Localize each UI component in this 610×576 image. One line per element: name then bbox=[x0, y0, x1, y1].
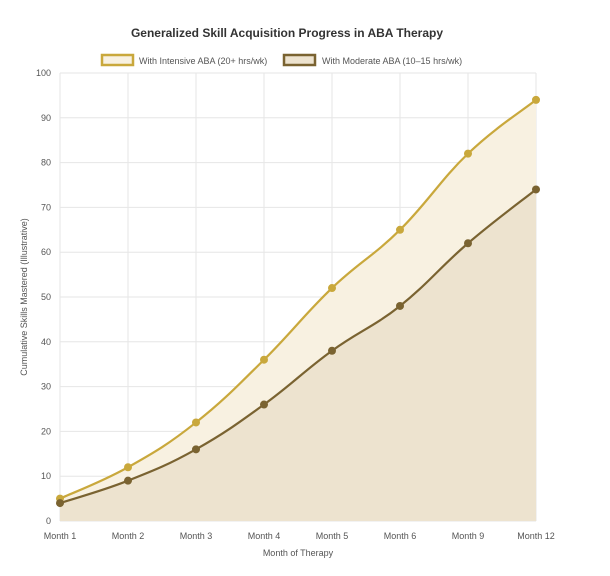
x-tick-label: Month 1 bbox=[44, 531, 77, 541]
point-series-1-3 bbox=[260, 355, 268, 364]
x-tick-label: Month 4 bbox=[248, 531, 281, 541]
point-series-2-5 bbox=[396, 301, 404, 310]
y-tick-label: 20 bbox=[41, 426, 51, 436]
y-tick-label: 10 bbox=[41, 471, 51, 481]
x-axis-ticks: Month 1 Month 2 Month 3 Month 4 Month 5 Month… bbox=[44, 531, 555, 541]
x-tick-label: Month 3 bbox=[180, 531, 213, 541]
point-series-1-6 bbox=[464, 149, 472, 158]
point-series-2-4 bbox=[328, 346, 336, 355]
legend-swatch-1 bbox=[100, 53, 135, 67]
point-series-2-6 bbox=[464, 239, 472, 248]
point-series-1-4 bbox=[328, 284, 336, 293]
series-lines bbox=[59, 99, 537, 505]
legend-label-2: With Moderate ABA (10–15 hrs/wk) bbox=[322, 56, 462, 66]
y-tick-label: 90 bbox=[41, 113, 51, 123]
point-series-2-3 bbox=[260, 400, 268, 409]
y-tick-label: 0 bbox=[46, 516, 51, 526]
series-points bbox=[56, 95, 540, 508]
y-axis-title: Cumulative Skills Mastered (Illustrative… bbox=[19, 218, 29, 376]
x-axis-title: Month of Therapy bbox=[263, 548, 334, 558]
point-series-2-1 bbox=[124, 476, 132, 485]
y-tick-label: 40 bbox=[41, 337, 51, 347]
point-series-2-7 bbox=[532, 185, 540, 194]
point-series-2-2 bbox=[192, 445, 200, 454]
line-series-1 bbox=[59, 99, 537, 500]
point-series-1-2 bbox=[192, 418, 200, 427]
point-series-1-1 bbox=[124, 463, 132, 472]
x-tick-label: Month 9 bbox=[452, 531, 485, 541]
y-tick-label: 100 bbox=[36, 68, 51, 78]
x-tick-label: Month 5 bbox=[316, 531, 349, 541]
y-axis-ticks: 0 10 20 30 40 50 60 70 80 90 100 bbox=[36, 68, 51, 526]
series-areas bbox=[60, 99, 536, 522]
x-tick-label: Month 12 bbox=[517, 531, 555, 541]
legend: With Intensive ABA (20+ hrs/wk) With Mode… bbox=[100, 53, 462, 67]
y-tick-label: 70 bbox=[41, 202, 51, 212]
line-series-2 bbox=[59, 188, 537, 505]
x-tick-label: Month 2 bbox=[112, 531, 145, 541]
legend-label-1: With Intensive ABA (20+ hrs/wk) bbox=[139, 56, 267, 66]
y-tick-label: 30 bbox=[41, 382, 51, 392]
x-tick-label: Month 6 bbox=[384, 531, 417, 541]
legend-swatch-2 bbox=[282, 53, 317, 67]
y-tick-label: 60 bbox=[41, 247, 51, 257]
area-fill-series-2 bbox=[60, 189, 536, 522]
point-series-1-5 bbox=[396, 225, 404, 234]
y-tick-label: 50 bbox=[41, 292, 51, 302]
chart-title: Generalized Skill Acquisition Progress i… bbox=[131, 26, 443, 40]
point-series-2-0 bbox=[56, 499, 64, 508]
point-series-1-7 bbox=[532, 95, 540, 104]
y-tick-label: 80 bbox=[41, 158, 51, 168]
